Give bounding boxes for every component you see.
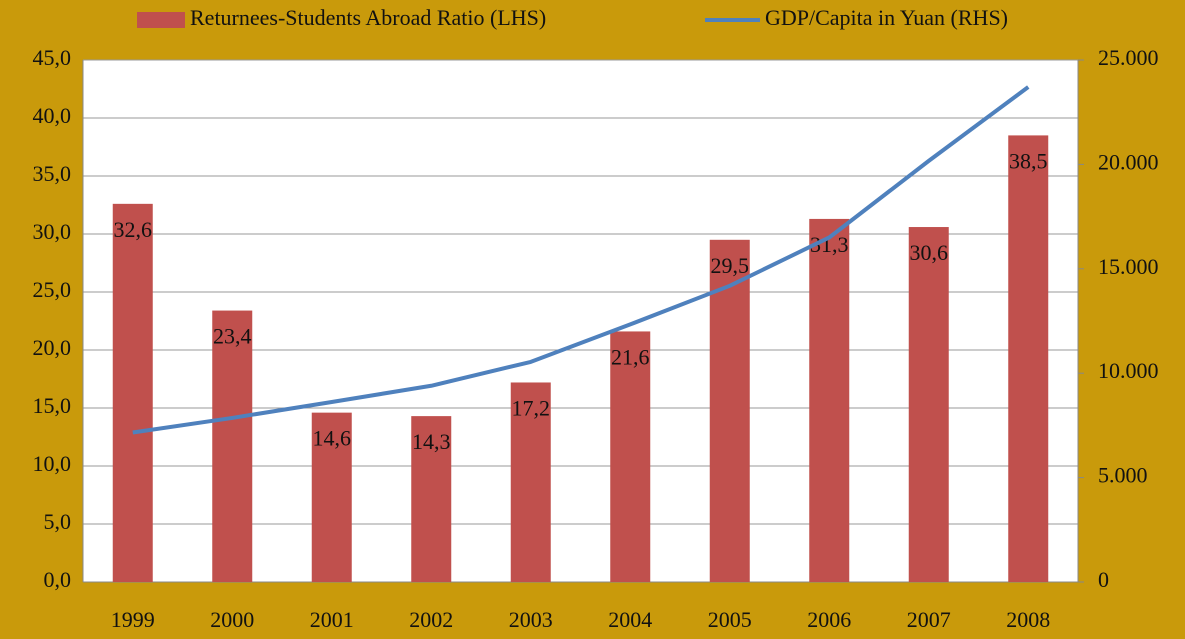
- bar: [709, 239, 750, 583]
- legend-label: GDP/Capita in Yuan (RHS): [765, 5, 1008, 30]
- bar: [510, 382, 551, 582]
- y-tick-label: 5,0: [44, 509, 72, 534]
- x-tick-label: 2001: [310, 607, 354, 632]
- bar: [610, 331, 651, 582]
- y-tick-label: 10,0: [33, 451, 72, 476]
- y-tick-label: 0,0: [44, 567, 72, 592]
- x-tick-label: 2007: [907, 607, 951, 632]
- x-tick-label: 2005: [708, 607, 752, 632]
- data-label: 21,6: [611, 344, 650, 369]
- data-label: 17,2: [512, 396, 551, 421]
- y-tick-label: 20,0: [33, 335, 72, 360]
- y-tick-label: 40,0: [33, 103, 72, 128]
- data-label: 38,5: [1009, 148, 1048, 173]
- y-tick-label: 25,0: [33, 277, 72, 302]
- bar: [809, 218, 850, 583]
- x-tick-label: 2003: [509, 607, 553, 632]
- y-tick-label: 35,0: [33, 161, 72, 186]
- bar: [411, 416, 452, 582]
- y-tick-label: 45,0: [33, 45, 72, 70]
- data-label: 32,6: [114, 217, 153, 242]
- line: [132, 85, 1030, 435]
- y2-tick-label: 15.000: [1098, 254, 1159, 279]
- x-tick-label: 1999: [111, 607, 155, 632]
- data-label: 30,6: [910, 240, 949, 265]
- bar: [1008, 135, 1049, 582]
- legend-swatch: [137, 12, 185, 28]
- y-tick-label: 15,0: [33, 393, 72, 418]
- bar: [112, 203, 153, 582]
- y2-tick-label: 5.000: [1098, 463, 1148, 488]
- x-tick-label: 2008: [1006, 607, 1050, 632]
- x-tick-label: 2000: [210, 607, 254, 632]
- bar: [908, 227, 949, 583]
- x-tick-label: 2006: [807, 607, 851, 632]
- x-tick-label: 2002: [409, 607, 453, 632]
- y2-tick-label: 25.000: [1098, 45, 1159, 70]
- bar: [212, 310, 253, 582]
- data-label: 23,4: [213, 324, 252, 349]
- legend-label: Returnees-Students Abroad Ratio (LHS): [190, 5, 546, 30]
- data-label: 14,6: [313, 426, 352, 451]
- y-tick-label: 30,0: [33, 219, 72, 244]
- y2-tick-label: 0: [1098, 567, 1109, 592]
- x-tick-label: 2004: [608, 607, 652, 632]
- bar: [311, 412, 352, 582]
- y2-tick-label: 10.000: [1098, 358, 1159, 383]
- data-label: 14,3: [412, 429, 451, 454]
- data-label: 29,5: [711, 253, 750, 278]
- y2-tick-label: 20.000: [1098, 149, 1159, 174]
